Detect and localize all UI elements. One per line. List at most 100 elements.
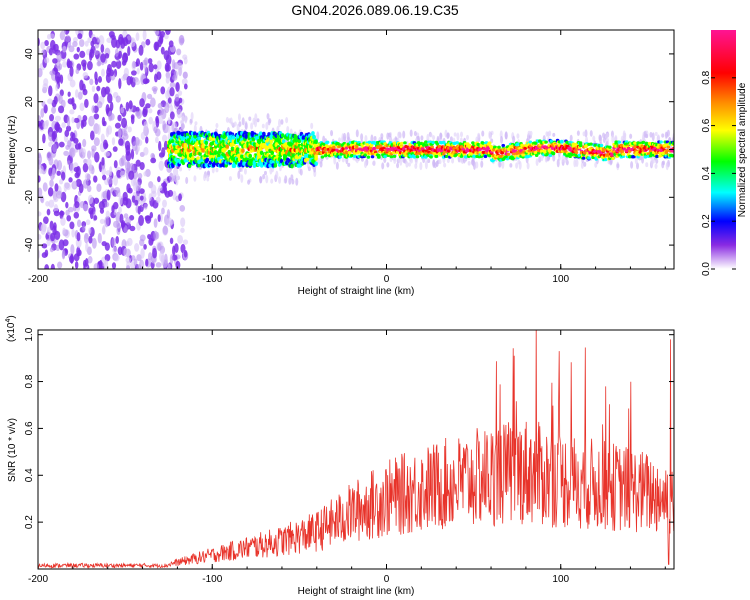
spectrogram-cell xyxy=(148,238,154,246)
snr-chart: -200 -100 0 100 0.2 0.4 0.6 0.8 1.0 Height of st… xyxy=(5,315,675,597)
spectrogram-cell xyxy=(197,162,201,168)
spectrogram-cell xyxy=(365,143,370,147)
x-tick-label: 0 xyxy=(384,274,390,285)
spectrogram-cell xyxy=(643,155,648,159)
spectrogram-cell xyxy=(93,93,99,104)
spectrogram-cell xyxy=(570,153,575,157)
spectrogram-cell xyxy=(339,152,343,156)
spectrogram-cell xyxy=(654,163,658,169)
spectrogram-cell xyxy=(312,135,316,140)
spectrogram-cell xyxy=(314,161,318,166)
spectrogram-cell xyxy=(100,133,105,144)
colorbar-tick-label: 0.4 xyxy=(701,166,712,180)
spectrogram-cell xyxy=(131,141,138,152)
spectrogram-cell xyxy=(661,133,665,138)
spectrogram-cell xyxy=(456,132,460,141)
spectrogram-cell xyxy=(73,166,80,173)
spectrogram-cell xyxy=(56,170,61,176)
spectrogram-cell xyxy=(332,148,336,152)
spectrogram-cell xyxy=(412,155,417,159)
spectrogram-cell xyxy=(128,170,135,181)
x-tick-label: -200 xyxy=(28,274,48,285)
spectrogram-cell xyxy=(182,54,188,60)
spectrogram-cell xyxy=(147,58,153,64)
spectrogram-cell xyxy=(61,248,66,259)
spectrogram-cell xyxy=(43,78,49,87)
spectrogram-cell xyxy=(187,163,192,169)
spectrogram-cell xyxy=(131,195,136,203)
spectrogram-cell xyxy=(107,176,113,185)
spectrogram-cell xyxy=(620,149,625,153)
spectrogram-cell xyxy=(211,166,215,174)
spectrogram-cell xyxy=(155,231,160,240)
spectrogram-cell xyxy=(172,74,178,81)
spectrogram-cell xyxy=(517,159,521,165)
spectrogram-cell xyxy=(133,181,139,192)
spectrogram-cell xyxy=(40,224,47,235)
spectrogram-cell xyxy=(97,232,102,244)
spectrogram-cell xyxy=(66,115,71,127)
spectrogram-cell xyxy=(136,67,140,75)
spectrogram-cell xyxy=(53,196,59,203)
spectrogram-cell xyxy=(582,131,586,137)
spectrogram-cell xyxy=(526,162,530,170)
spectrogram-cell xyxy=(117,114,122,122)
spectrogram-cell xyxy=(79,102,85,112)
spectrogram-cell xyxy=(135,32,140,42)
spectrogram-cell xyxy=(605,132,609,138)
spectrogram-cell xyxy=(544,140,548,144)
spectrogram-cell xyxy=(190,156,195,161)
spectrogram-cell xyxy=(265,121,269,131)
spectrogram-cell xyxy=(291,178,295,185)
spectrogram-cell xyxy=(91,237,97,249)
spectrogram-cell xyxy=(114,186,121,194)
spectrogram-cell xyxy=(93,113,100,120)
spectrogram-cell xyxy=(55,83,59,92)
spectrogram-cell xyxy=(67,91,71,97)
spectrogram-cell xyxy=(386,162,390,168)
spectrogram-cell xyxy=(137,205,141,215)
spectrogram-cell xyxy=(483,154,488,159)
spectrogram-cell xyxy=(40,41,46,50)
spectrogram-cell xyxy=(148,62,154,73)
spectrogram-cell xyxy=(661,160,665,169)
spectrogram-cell xyxy=(105,170,111,176)
spectrogram-cell xyxy=(453,132,457,137)
spectrogram-cell xyxy=(463,155,468,159)
spectrogram-cell xyxy=(116,169,122,178)
spectrogram-cell xyxy=(641,140,646,144)
spectrogram-cell xyxy=(93,175,98,183)
spectrogram-cell xyxy=(130,255,136,261)
spectrogram-cell xyxy=(656,135,660,141)
spectrogram-cell xyxy=(89,48,95,59)
spectrogram-cell xyxy=(611,156,615,161)
spectrogram-cell xyxy=(52,58,58,64)
spectrogram-cell xyxy=(112,246,118,254)
spectrogram-cell xyxy=(157,176,161,183)
spectrogram-cell xyxy=(649,131,653,138)
spectrogram-cell xyxy=(85,219,91,226)
spectrogram-cell xyxy=(641,155,645,164)
spectrogram-cell xyxy=(127,126,132,133)
spectrogram-cell xyxy=(77,33,83,40)
spectrogram-cell xyxy=(344,146,349,150)
spectrogram-cell xyxy=(128,100,133,110)
spectrogram-cell xyxy=(281,139,286,144)
spectrogram-cell xyxy=(41,100,46,107)
spectrogram-cell xyxy=(430,145,434,149)
spectrogram-cell xyxy=(134,199,139,206)
spectrogram-cell xyxy=(446,158,450,164)
spectrogram-cell xyxy=(136,254,142,262)
spectrogram-cell xyxy=(548,153,553,158)
spectrogram-cell xyxy=(121,117,128,129)
spectrogram-cell xyxy=(125,257,132,264)
spectrogram-cell xyxy=(78,183,84,194)
spectrogram-cell xyxy=(113,220,120,228)
spectrogram-cell xyxy=(180,123,184,130)
spectrogram-cell xyxy=(69,162,75,174)
spectrogram-cell xyxy=(238,121,242,128)
spectrogram-cell xyxy=(135,110,141,117)
spectrogram-cell xyxy=(578,141,583,145)
spectrogram-cell xyxy=(75,68,80,75)
spectrogram-cell xyxy=(91,148,95,158)
